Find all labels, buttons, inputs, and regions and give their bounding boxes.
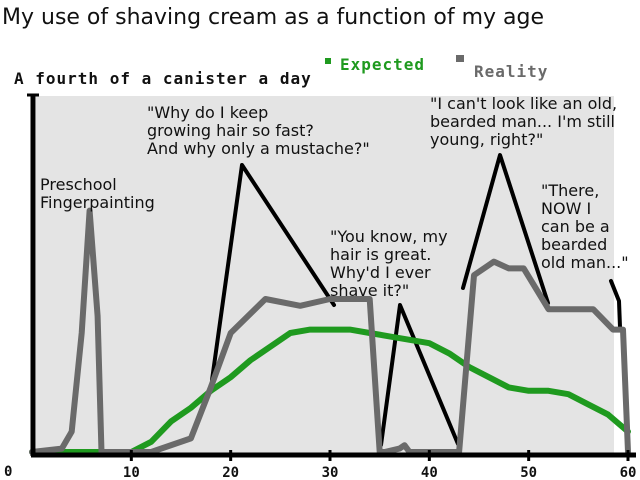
series-layer	[29, 207, 631, 455]
old-man-pointer	[609, 279, 622, 329]
plot-area	[36, 96, 614, 454]
annotation-2: "You know, my hair is great. Why'd I ever s…	[330, 227, 448, 300]
annotation-3: "I can't look like an old, bearded man...…	[430, 94, 617, 149]
legend-label-reality: Reality	[474, 62, 548, 81]
x-tick-label: 60	[620, 465, 637, 480]
legend-label-expected: Expected	[340, 55, 425, 74]
x-tick-label: 20	[222, 465, 239, 480]
annotation-pointers	[210, 153, 622, 447]
annotation-0: Preschool Fingerpainting	[40, 175, 155, 212]
legend-swatch-reality	[456, 55, 464, 62]
series-line-reality	[29, 207, 631, 455]
legend-swatch-expected	[325, 58, 331, 64]
annotations: Preschool Fingerpainting "Why do I keep gro…	[40, 94, 629, 300]
y-origin-label: 0	[4, 464, 12, 480]
annotation-1: "Why do I keep growing hair so fast? And w…	[147, 103, 370, 158]
x-ticks: 10 20 30 40 50 60	[123, 450, 637, 480]
x-tick-label: 40	[421, 465, 438, 480]
x-tick-label: 50	[520, 465, 537, 480]
still-young-pointer	[461, 153, 550, 305]
hair-great-pointer	[379, 303, 460, 447]
y-axis-label: A fourth of a canister a day	[14, 69, 312, 88]
x-tick-label: 10	[123, 465, 140, 480]
legend: Expected Reality	[325, 55, 548, 81]
mustache-pointer	[210, 163, 336, 382]
x-tick-label: 30	[322, 465, 339, 480]
chart-title: My use of shaving cream as a function of…	[2, 5, 544, 30]
